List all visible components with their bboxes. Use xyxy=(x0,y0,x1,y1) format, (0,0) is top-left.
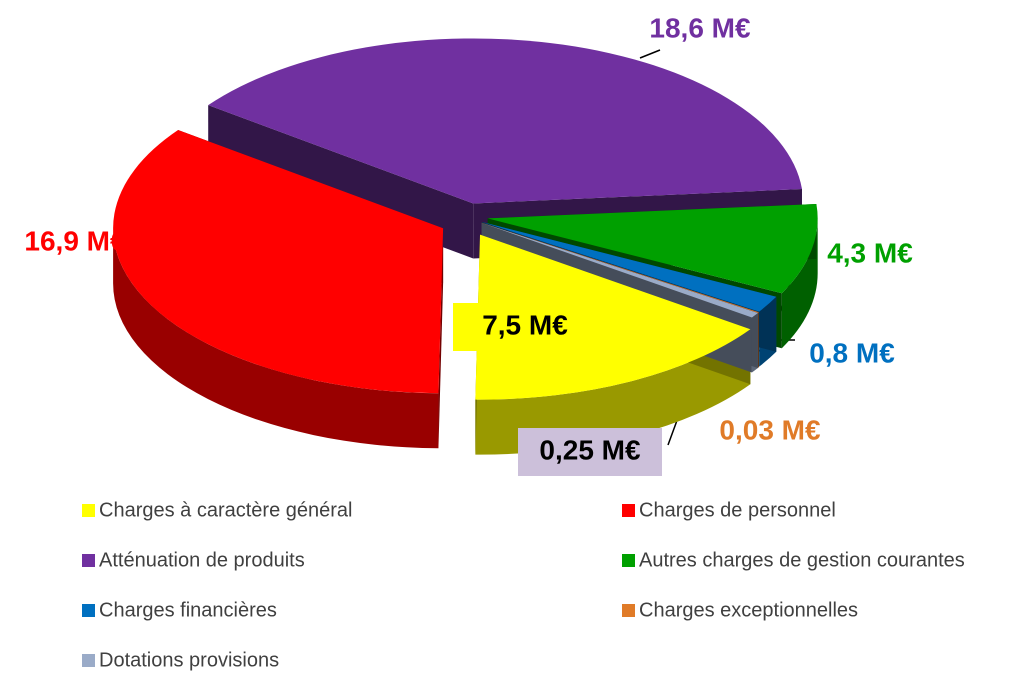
slice xyxy=(208,38,802,204)
value-label: 7,5 M€ xyxy=(482,309,568,340)
legend-label: Charges de personnel xyxy=(639,499,836,521)
legend-label: Charges à caractère général xyxy=(99,499,352,521)
label-background xyxy=(518,428,662,476)
value-labels: 7,5 M€ 16,9 M€ 18,6 M€ 4,3 M€ 0,8 M€ 0,03 M€ 0… xyxy=(24,12,913,476)
slice xyxy=(475,234,751,400)
value-label: 0,8 M€ xyxy=(809,337,895,368)
slice xyxy=(482,221,777,312)
value-label: 0,03 M€ xyxy=(719,414,821,445)
slice-side xyxy=(475,329,751,455)
legend-swatch xyxy=(622,604,635,617)
slice xyxy=(481,222,758,318)
value-label: 16,9 M€ xyxy=(24,225,126,256)
slice-side xyxy=(781,218,818,349)
legend-swatch xyxy=(622,554,635,567)
slice xyxy=(481,222,759,313)
legend-swatch xyxy=(622,504,635,517)
legend-label: Atténuation de produits xyxy=(99,549,305,571)
legend-label: Charges financières xyxy=(99,599,277,621)
legend-swatch xyxy=(82,504,95,517)
legend-label: Autres charges de gestion courantes xyxy=(639,549,965,571)
legend: Charges à caractère général Charges de pe… xyxy=(82,499,965,671)
legend-label: Dotations provisions xyxy=(99,649,279,671)
pie xyxy=(113,38,818,455)
leader-line xyxy=(639,49,661,59)
legend-swatch xyxy=(82,554,95,567)
slice-side xyxy=(113,228,439,449)
slice xyxy=(487,203,818,294)
value-label: 18,6 M€ xyxy=(649,12,751,43)
legend-label: Charges exceptionnelles xyxy=(639,599,858,621)
slice xyxy=(113,130,444,394)
label-background xyxy=(453,303,597,351)
value-label: 0,25 M€ xyxy=(539,434,641,465)
legend-swatch xyxy=(82,604,95,617)
slice-cut xyxy=(438,228,444,449)
value-label: 4,3 M€ xyxy=(827,237,913,268)
legend-swatch xyxy=(82,654,95,667)
